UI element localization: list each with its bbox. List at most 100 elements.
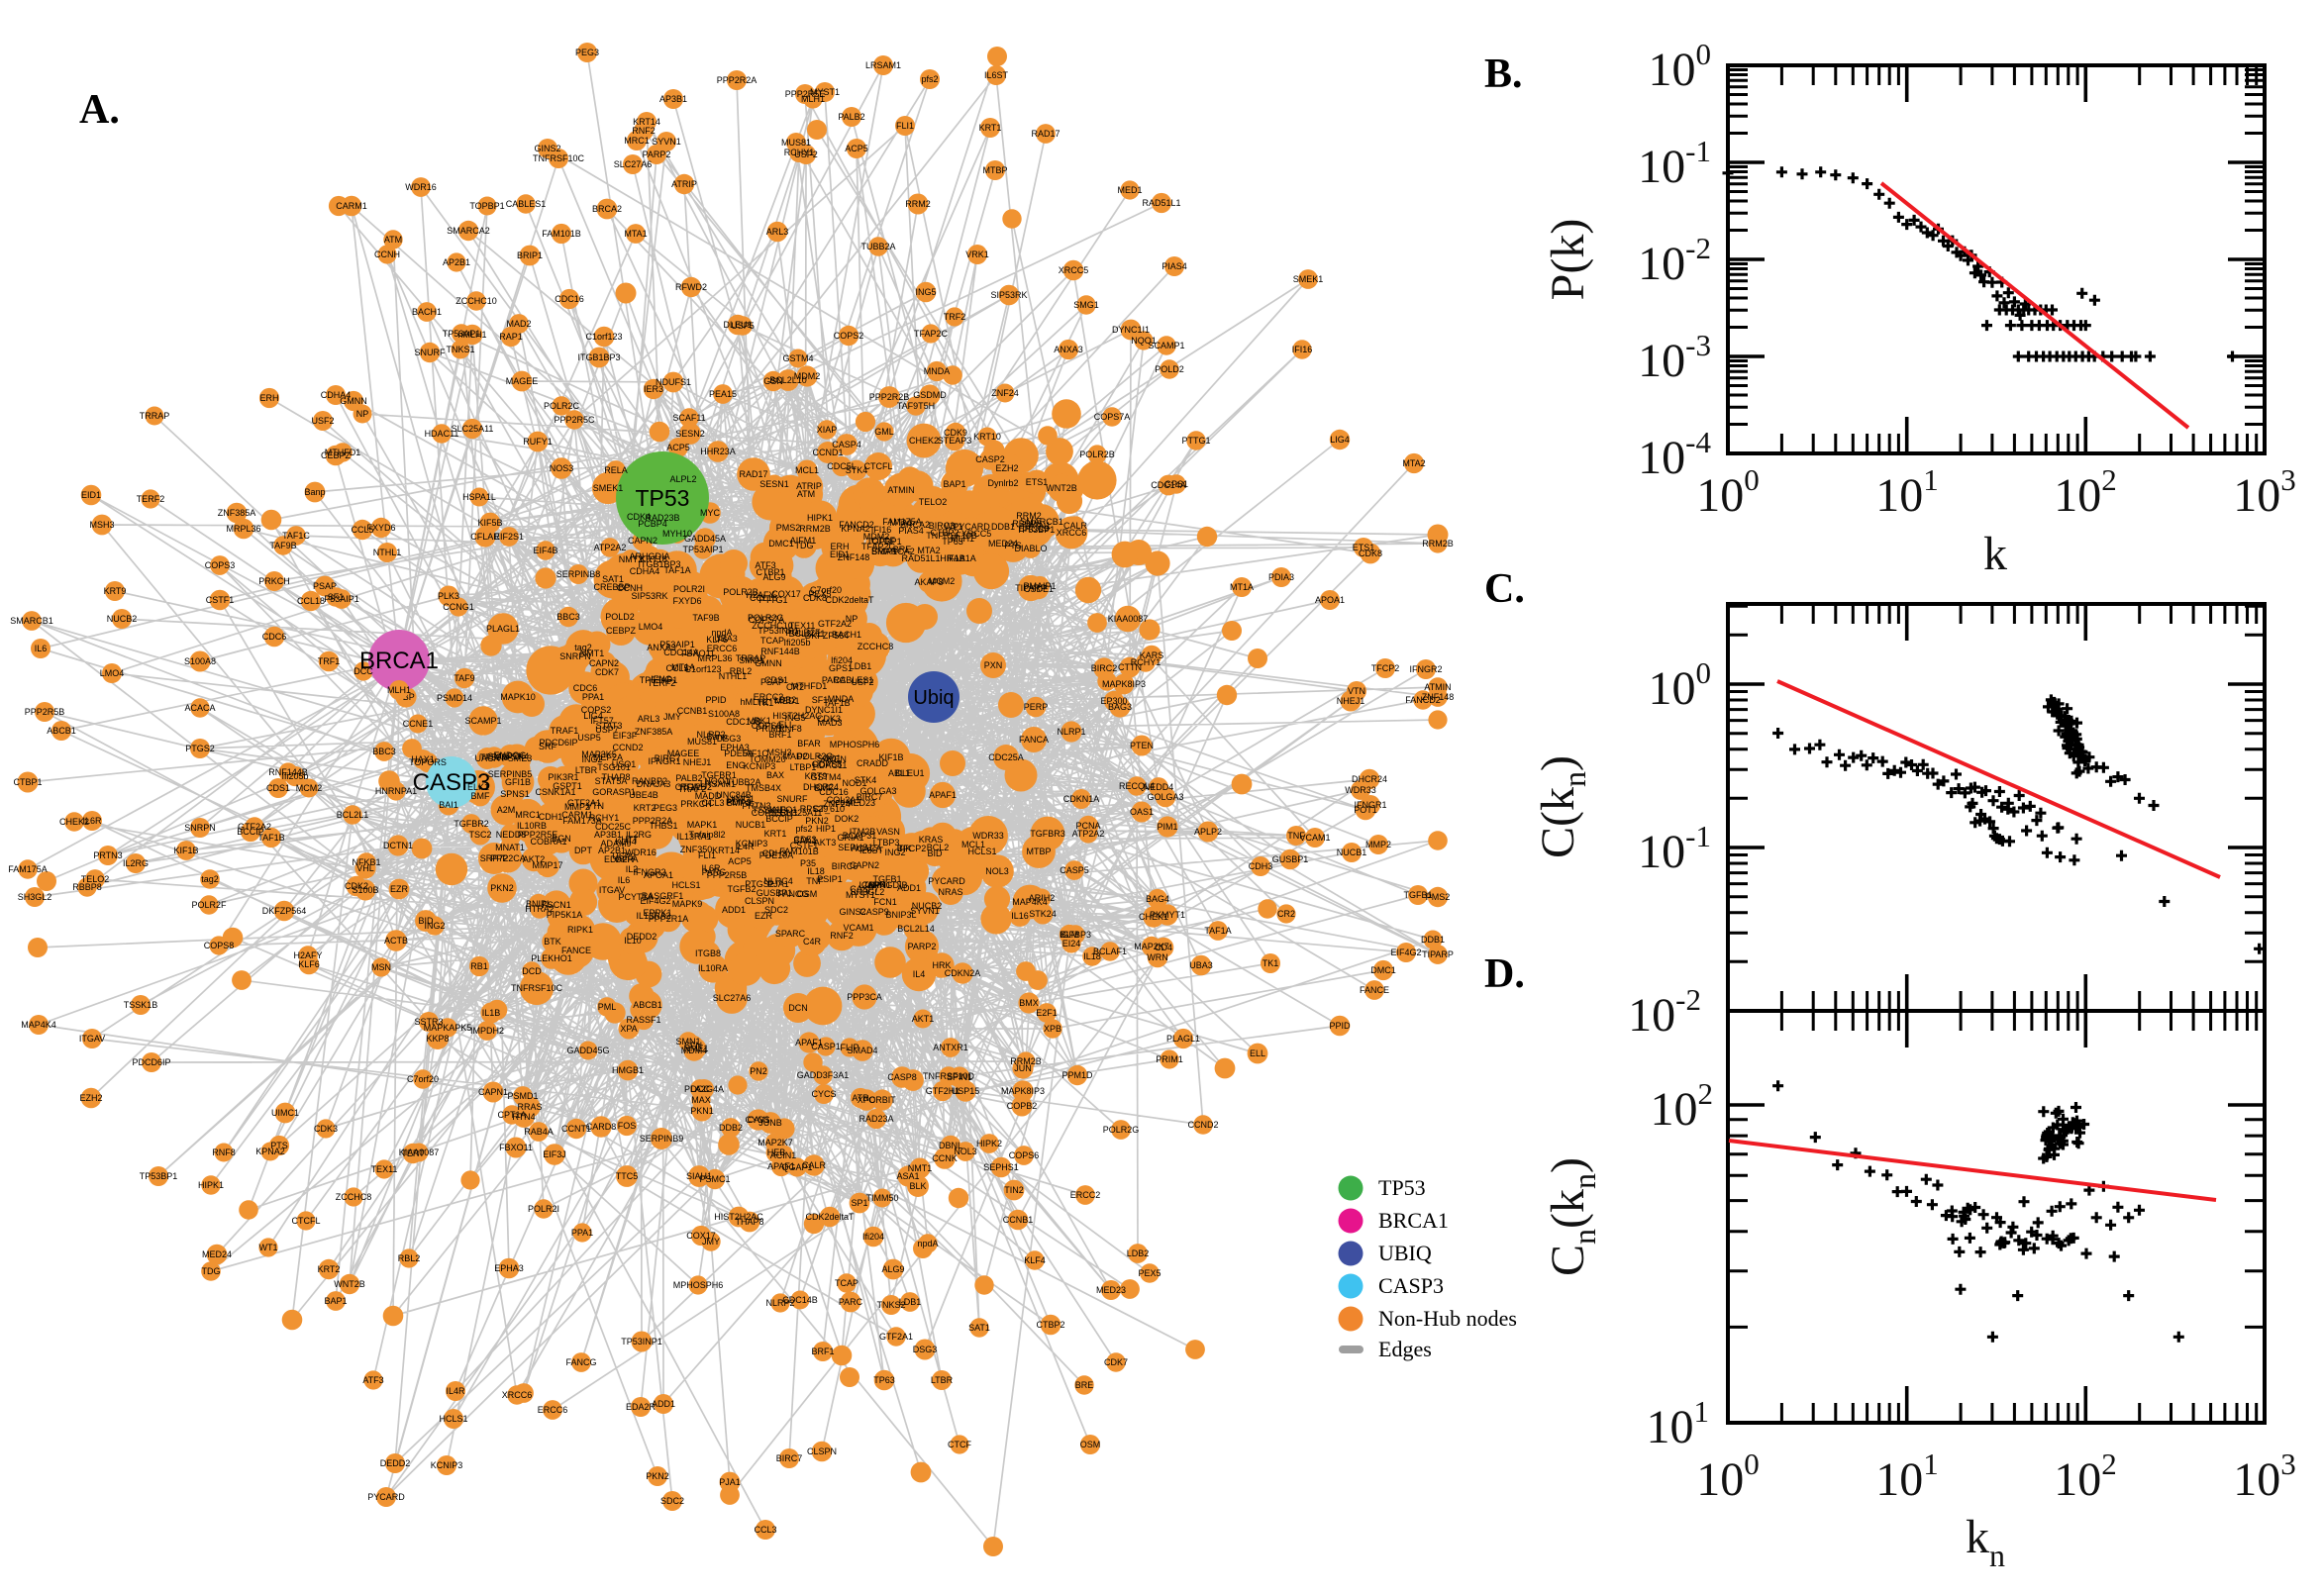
svg-text:JUN: JUN [1014, 1063, 1032, 1073]
svg-text:FAM101B: FAM101B [542, 229, 581, 239]
svg-text:MRPL36: MRPL36 [697, 653, 732, 663]
svg-text:WT1: WT1 [259, 1243, 278, 1252]
svg-text:CDS1: CDS1 [266, 783, 290, 793]
svg-text:FANCA: FANCA [1019, 735, 1049, 745]
svg-text:COPS6: COPS6 [752, 721, 782, 731]
svg-text:NLRP1: NLRP1 [1057, 727, 1085, 737]
svg-text:IL6ST: IL6ST [984, 70, 1009, 80]
svg-text:RAD51L1: RAD51L1 [1142, 198, 1180, 208]
svg-text:FANCG: FANCG [565, 1357, 596, 1367]
svg-text:HCLS1: HCLS1 [967, 847, 996, 856]
svg-text:HIPK1: HIPK1 [807, 513, 833, 523]
svg-text:SPARC: SPARC [775, 929, 806, 939]
svg-text:MAPK8IP3: MAPK8IP3 [1001, 1086, 1045, 1096]
svg-text:IL6: IL6 [618, 875, 631, 885]
svg-text:MAPK8IP3: MAPK8IP3 [1102, 679, 1146, 689]
svg-text:LMO4: LMO4 [100, 668, 125, 678]
svg-text:HIST2H2AC: HIST2H2AC [714, 1212, 763, 1222]
svg-text:ERCC6: ERCC6 [538, 1405, 568, 1415]
svg-text:TAF9: TAF9 [454, 673, 474, 683]
svg-text:NMT1: NMT1 [580, 648, 605, 658]
svg-text:MUS81: MUS81 [781, 138, 811, 148]
svg-text:ATRIP: ATRIP [671, 179, 697, 189]
svg-text:SAT1: SAT1 [968, 1323, 990, 1333]
svg-text:S100A8: S100A8 [708, 709, 740, 719]
svg-text:ANTXR1: ANTXR1 [933, 1043, 968, 1052]
svg-text:ABL1: ABL1 [888, 768, 910, 778]
svg-text:TNFRSF10C: TNFRSF10C [511, 983, 563, 993]
svg-text:PTGS2: PTGS2 [185, 744, 215, 753]
svg-text:BCL2L1: BCL2L1 [337, 810, 369, 820]
svg-text:PLAGL1: PLAGL1 [486, 624, 520, 634]
svg-text:MAPK1: MAPK1 [687, 820, 718, 830]
svg-text:RBL2: RBL2 [730, 666, 753, 676]
svg-text:ADD1: ADD1 [652, 1399, 675, 1409]
svg-text:ITGAV: ITGAV [79, 1034, 105, 1044]
svg-text:NRAS: NRAS [938, 887, 962, 897]
svg-text:PJA1: PJA1 [719, 1477, 741, 1487]
svg-text:PARG: PARG [702, 867, 727, 877]
svg-text:PLK3: PLK3 [438, 591, 459, 601]
svg-text:POLR2G: POLR2G [1103, 1125, 1140, 1135]
svg-text:KIF5B: KIF5B [477, 518, 502, 528]
svg-text:SNURF: SNURF [415, 348, 447, 357]
svg-text:HHR23A: HHR23A [700, 447, 736, 456]
svg-text:BIRC2: BIRC2 [1091, 663, 1118, 673]
svg-text:PDE10A: PDE10A [759, 850, 794, 860]
svg-text:TAF9B: TAF9B [692, 613, 719, 623]
svg-text:TP53BP1: TP53BP1 [140, 1171, 178, 1181]
svg-text:PKN1: PKN1 [690, 1106, 714, 1116]
svg-text:IL2RG: IL2RG [123, 858, 149, 868]
svg-text:DCTN1: DCTN1 [383, 841, 413, 850]
svg-text:TFCP2: TFCP2 [1371, 663, 1400, 673]
svg-text:ARL3: ARL3 [766, 227, 789, 237]
svg-text:ACTB: ACTB [384, 936, 408, 946]
svg-text:S100B: S100B [352, 885, 378, 895]
svg-text:BTK: BTK [544, 937, 561, 947]
svg-text:GTF2A2: GTF2A2 [818, 619, 852, 629]
svg-text:ADD1: ADD1 [897, 883, 921, 893]
svg-text:RNF2: RNF2 [632, 126, 656, 136]
svg-text:XRCC5: XRCC5 [1059, 265, 1089, 275]
svg-text:MED24: MED24 [202, 1249, 232, 1259]
svg-text:TNKS1: TNKS1 [446, 345, 474, 354]
svg-text:ADD1: ADD1 [722, 905, 746, 915]
svg-text:PIAS4: PIAS4 [1162, 261, 1187, 271]
svg-text:AIFM1: AIFM1 [790, 536, 817, 546]
svg-text:POLR2I: POLR2I [673, 584, 705, 594]
svg-text:FCN1: FCN1 [873, 897, 897, 907]
svg-text:ERCC6: ERCC6 [707, 644, 738, 653]
svg-text:ATF3: ATF3 [755, 560, 775, 570]
svg-text:PYCARD: PYCARD [928, 876, 965, 886]
svg-text:BRIP1: BRIP1 [517, 250, 543, 260]
svg-text:FBXO11: FBXO11 [499, 1143, 533, 1152]
svg-text:MPHOSPH6: MPHOSPH6 [830, 740, 880, 749]
svg-text:MT1A: MT1A [1230, 582, 1254, 592]
svg-text:NHEJ1: NHEJ1 [683, 757, 712, 767]
svg-text:EZH2: EZH2 [79, 1093, 102, 1103]
svg-text:UBA3: UBA3 [1189, 960, 1213, 970]
svg-text:GORASP1: GORASP1 [592, 787, 636, 797]
svg-text:EID1: EID1 [81, 490, 101, 500]
svg-text:FOS: FOS [618, 1121, 637, 1131]
svg-text:PEG3: PEG3 [654, 803, 677, 813]
svg-text:BMX: BMX [1019, 998, 1039, 1008]
svg-text:BMF: BMF [815, 783, 835, 793]
svg-text:DHCR24: DHCR24 [1352, 774, 1387, 784]
svg-text:FANCD2: FANCD2 [839, 520, 874, 530]
svg-text:NLRC4: NLRC4 [763, 876, 793, 886]
svg-text:PKN2: PKN2 [490, 883, 514, 893]
svg-text:VCAM1: VCAM1 [843, 923, 873, 933]
svg-text:IFNGR2: IFNGR2 [633, 867, 665, 877]
svg-text:TGFBR1: TGFBR1 [701, 770, 737, 780]
svg-text:SNURF: SNURF [777, 794, 809, 804]
svg-text:CDC25A: CDC25A [988, 752, 1024, 762]
svg-text:SMEK1: SMEK1 [1293, 274, 1324, 284]
svg-text:RRM2B: RRM2B [1422, 539, 1454, 549]
svg-text:TIMM50: TIMM50 [865, 1193, 898, 1203]
svg-text:XPA: XPA [620, 1024, 637, 1034]
svg-text:CSTF1: CSTF1 [206, 595, 235, 605]
svg-text:RIPK1: RIPK1 [567, 925, 593, 935]
svg-text:IER3: IER3 [644, 384, 663, 394]
svg-text:B.: B. [1484, 51, 1523, 97]
